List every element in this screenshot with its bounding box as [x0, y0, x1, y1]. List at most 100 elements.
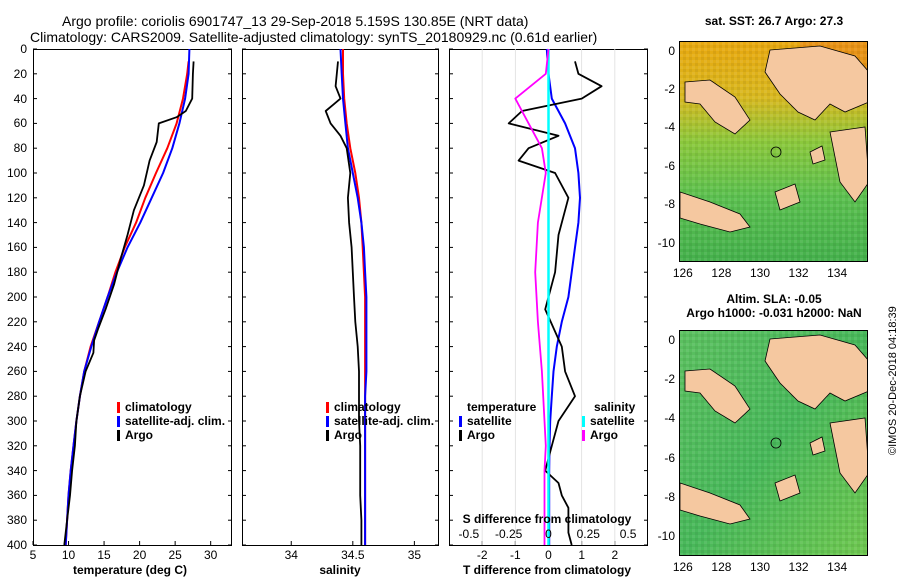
map-lat-label: -10 — [657, 235, 675, 250]
map-lat-label: -10 — [657, 529, 675, 544]
argo-swatch — [117, 429, 120, 441]
series-argo — [324, 61, 363, 545]
aru-land — [829, 417, 867, 494]
sla-map — [679, 330, 868, 556]
temperature-axis-label: temperature (deg C) — [72, 563, 188, 577]
map-lat-label: 0 — [668, 332, 675, 347]
seram-land — [684, 79, 751, 135]
argo-float-marker — [770, 437, 782, 449]
new-guinea-land — [764, 334, 867, 410]
aru-land — [829, 126, 867, 203]
satellite-swatch — [326, 415, 329, 427]
legend-title-temperature: temperature — [467, 400, 537, 414]
depth-tick-label: 40 — [13, 91, 27, 106]
top-x-tick-label: 0.25 — [576, 527, 600, 541]
t-satellite-swatch — [459, 415, 462, 427]
series-t-argo — [507, 61, 603, 546]
map-lon-label: 132 — [788, 266, 809, 280]
s-argo-swatch — [582, 429, 585, 441]
map-lon-label: 126 — [672, 266, 693, 280]
depth-tick-label: 220 — [6, 314, 27, 329]
x-tick-label: 30 — [203, 548, 218, 562]
map-lat-label: -8 — [664, 197, 675, 212]
land-masses — [680, 334, 867, 525]
legend-item-climatology: climatology — [117, 400, 225, 414]
depth-tick-label: 200 — [6, 290, 27, 304]
depth-tick-label: 300 — [6, 414, 27, 428]
sst-map-graphic — [680, 42, 867, 261]
depth-tick-label: 240 — [6, 339, 27, 354]
tanimbar-land — [774, 183, 801, 211]
temperature-legend: climatology satellite-adj. clim. Argo — [117, 400, 225, 442]
map-lat-label: -6 — [664, 158, 675, 173]
depth-tick-label: 320 — [6, 438, 27, 453]
x-tick-label: -2 — [476, 548, 488, 562]
map-lon-label: 128 — [711, 266, 732, 280]
map-lon-label: 128 — [711, 560, 732, 574]
salinity-axis-label: salinity — [319, 563, 361, 577]
satellite-swatch — [117, 415, 120, 427]
temperature-panel — [33, 49, 232, 546]
x-tick-label: 1 — [578, 548, 585, 562]
sla-map-title-2: Argo h1000: -0.031 h2000: NaN — [686, 306, 862, 320]
legend-item-climatology: climatology — [326, 400, 434, 414]
climatology-swatch — [326, 401, 329, 413]
map-lon-label: 134 — [827, 560, 848, 574]
series-t-satellite — [545, 48, 581, 545]
map-lon-label: 130 — [749, 266, 771, 280]
x-tick-label: 35 — [407, 548, 422, 562]
depth-tick-label: 80 — [13, 141, 27, 156]
x-tick-label: 10 — [61, 548, 76, 562]
legend-item-t-argo: Argo — [459, 428, 536, 442]
top-x-tick-label: -0.25 — [495, 527, 523, 541]
t-argo-swatch — [459, 429, 462, 441]
map-lat-label: 0 — [668, 43, 675, 58]
x-tick-label: 2 — [611, 548, 619, 562]
argo-float-marker — [770, 146, 782, 158]
depth-tick-label: 280 — [6, 389, 27, 404]
title-line-2: Climatology: CARS2009. Satellite-adjuste… — [30, 29, 598, 45]
legend-item-satellite: satellite-adj. clim. — [326, 414, 434, 428]
depth-tick-label: 400 — [6, 538, 27, 552]
kai-land — [809, 436, 826, 456]
sla-map-graphic — [680, 331, 867, 555]
depth-tick-label: 180 — [6, 265, 27, 280]
depth-tick-label: 260 — [6, 364, 27, 379]
timor-land — [680, 482, 751, 525]
map-lon-label: 134 — [827, 266, 848, 280]
new-guinea-land — [764, 45, 867, 121]
map-lat-label: -2 — [664, 82, 675, 97]
salinity-diff-legend: salinity satellite Argo — [582, 400, 635, 442]
s-satellite-swatch — [582, 415, 585, 427]
legend-item-s-argo: Argo — [582, 428, 635, 442]
legend-item-argo: Argo — [117, 428, 225, 442]
map-lon-label: 130 — [749, 560, 771, 574]
depth-tick-label: 380 — [6, 513, 27, 528]
x-tick-label: 34 — [284, 548, 298, 562]
kai-land — [809, 145, 826, 165]
top-x-tick-label: -0.5 — [458, 527, 480, 541]
map-lat-label: -8 — [664, 490, 675, 505]
sst-map — [679, 41, 868, 262]
series-satellite-adj-clim- — [339, 48, 368, 545]
climatology-swatch — [117, 401, 120, 413]
series-s-argo — [514, 48, 550, 545]
x-tick-label: 0 — [545, 548, 552, 562]
map-lat-label: -4 — [664, 411, 675, 426]
depth-tick-label: 360 — [6, 488, 27, 503]
depth-tick-label: 60 — [13, 116, 27, 131]
x-tick-label: 5 — [29, 548, 37, 562]
map-lat-label: -6 — [664, 450, 675, 465]
map-lon-label: 132 — [788, 560, 809, 574]
land-masses — [680, 45, 867, 233]
map-lat-label: -4 — [664, 120, 675, 135]
t-difference-axis-label: T difference from climatology — [462, 563, 632, 577]
x-tick-label: 20 — [132, 548, 147, 562]
s-difference-axis-label: S difference from climatology — [462, 512, 632, 526]
x-tick-label: 25 — [168, 548, 182, 562]
argo-swatch — [326, 429, 329, 441]
timor-land — [680, 191, 751, 233]
map-lon-label: 126 — [672, 560, 693, 574]
x-tick-label: 15 — [97, 548, 111, 562]
depth-tick-label: 0 — [20, 42, 27, 56]
